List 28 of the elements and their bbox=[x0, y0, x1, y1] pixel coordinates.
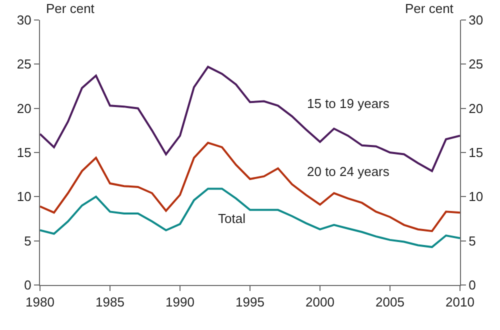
series-label: 20 to 24 years bbox=[307, 164, 390, 179]
y2-tick-label: 15 bbox=[468, 145, 484, 160]
y-tick-label: 15 bbox=[16, 145, 32, 160]
y2-tick-label: 25 bbox=[468, 56, 484, 72]
y2-tick-label: 10 bbox=[468, 189, 484, 204]
y2-tick-label: 30 bbox=[468, 12, 484, 28]
y-tick-label: 30 bbox=[16, 12, 32, 28]
line-series bbox=[40, 188, 460, 248]
y-tick-label: 5 bbox=[24, 233, 32, 248]
y-tick-label: 10 bbox=[16, 189, 32, 204]
x-tick-label: 2000 bbox=[306, 294, 334, 310]
x-tick-label: 1990 bbox=[166, 294, 194, 310]
x-tick-label: 2005 bbox=[376, 294, 404, 310]
series-label: 15 to 19 years bbox=[307, 96, 390, 111]
y-axis-title: Per cent bbox=[46, 1, 95, 16]
y-tick-label: 0 bbox=[24, 278, 32, 293]
y2-tick-label: 5 bbox=[468, 233, 476, 248]
x-tick-label: 1980 bbox=[26, 294, 54, 310]
y-tick-label: 20 bbox=[16, 100, 32, 116]
y2-axis-title: Per cent bbox=[405, 1, 454, 16]
y2-tick-label: 0 bbox=[468, 278, 476, 293]
series-label: Total bbox=[218, 211, 246, 226]
x-tick-label: 1985 bbox=[96, 294, 124, 310]
y2-tick-label: 20 bbox=[468, 100, 484, 116]
line-series bbox=[40, 142, 460, 232]
x-tick-label: 2010 bbox=[446, 294, 474, 310]
x-tick-label: 1995 bbox=[236, 294, 264, 310]
y-tick-label: 25 bbox=[16, 56, 32, 72]
